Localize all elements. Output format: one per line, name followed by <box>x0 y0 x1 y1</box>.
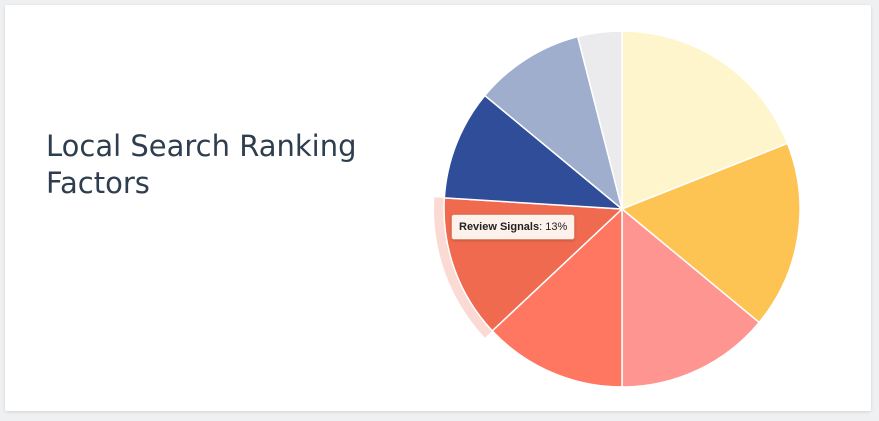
pie-slice-7[interactable] <box>484 35 623 210</box>
pie-slice-6[interactable] <box>443 94 623 210</box>
pie-slice-3[interactable] <box>621 208 760 388</box>
pie-slice-halo <box>434 197 493 338</box>
pie-slice-1[interactable] <box>621 30 789 210</box>
tooltip-label: Review Signals <box>459 221 540 233</box>
pie-slice-2[interactable] <box>621 142 801 324</box>
slice-tooltip: Review Signals: 13% <box>451 214 576 240</box>
tooltip-value: 13% <box>545 221 568 233</box>
pie-slice-8[interactable] <box>576 30 623 210</box>
tooltip-separator: : <box>539 221 546 233</box>
chart-title: Local Search Ranking Factors <box>46 129 357 200</box>
pie-slice-4[interactable] <box>491 208 623 388</box>
